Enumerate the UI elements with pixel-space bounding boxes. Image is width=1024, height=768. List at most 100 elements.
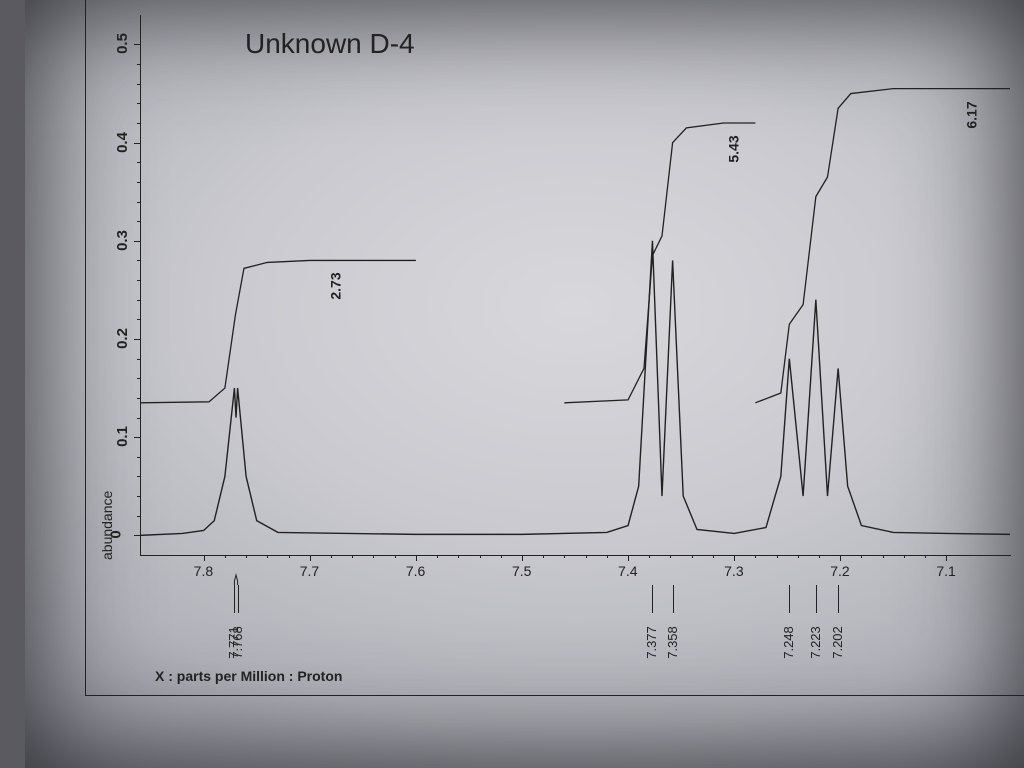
x-tick-label: 7.6 — [406, 563, 425, 579]
peak-pointer — [652, 585, 653, 613]
x-tick-minor — [246, 555, 247, 558]
x-tick — [522, 555, 523, 561]
integral-trace-1 — [564, 123, 755, 403]
y-tick-minor — [137, 162, 140, 163]
x-tick — [310, 555, 311, 561]
y-tick-label: 0 — [108, 531, 125, 539]
x-tick-minor — [437, 555, 438, 558]
y-tick-minor — [137, 123, 140, 124]
peak-label: 7.202 — [830, 626, 845, 659]
x-tick — [734, 555, 735, 561]
x-tick-minor — [373, 555, 374, 558]
integral-label: 5.43 — [725, 135, 741, 162]
spectrum-trace — [140, 241, 1010, 536]
x-tick — [204, 555, 205, 561]
peak-label: 7.768 — [229, 626, 244, 659]
x-tick-label: 7.2 — [830, 563, 849, 579]
y-tick-minor — [137, 516, 140, 517]
y-tick-label: 0.5 — [114, 34, 131, 55]
x-axis-label: X : parts per Million : Proton — [155, 668, 342, 684]
peak-label: 7.223 — [808, 626, 823, 659]
y-tick-minor — [137, 457, 140, 458]
y-tick-minor — [137, 182, 140, 183]
y-tick-minor — [137, 64, 140, 65]
y-tick-label: 0.1 — [114, 426, 131, 447]
x-tick-minor — [480, 555, 481, 558]
peak-pointer — [234, 585, 235, 613]
peak-pointer — [789, 585, 790, 613]
x-tick-minor — [755, 555, 756, 558]
x-tick-label: 7.3 — [724, 563, 743, 579]
y-tick-label: 0.4 — [114, 132, 131, 153]
x-tick-minor — [543, 555, 544, 558]
x-tick-minor — [713, 555, 714, 558]
y-tick-minor — [137, 476, 140, 477]
y-axis-label: abundance — [99, 491, 115, 560]
integral-trace-0 — [140, 260, 416, 402]
x-tick-minor — [352, 555, 353, 558]
x-tick-minor — [670, 555, 671, 558]
x-tick-label: 7.4 — [618, 563, 637, 579]
x-tick — [416, 555, 417, 561]
peak-label: 7.358 — [664, 626, 679, 659]
y-tick-minor — [137, 260, 140, 261]
peak-pointer — [238, 585, 239, 613]
peak-pointer — [673, 585, 674, 613]
x-tick-minor — [798, 555, 799, 558]
x-tick-minor — [501, 555, 502, 558]
y-tick-minor — [137, 300, 140, 301]
paper-sheet: Unknown D-4 abundance X : parts per Mill… — [25, 0, 1024, 768]
y-tick-minor — [137, 280, 140, 281]
y-tick-minor — [137, 418, 140, 419]
y-tick-minor — [137, 84, 140, 85]
x-tick-minor — [267, 555, 268, 558]
peak-pointer — [838, 585, 839, 613]
x-tick-minor — [607, 555, 608, 558]
y-tick-label: 0.2 — [114, 328, 131, 349]
y-tick — [134, 339, 140, 340]
spectrum-svg — [140, 15, 1010, 555]
x-tick-minor — [861, 555, 862, 558]
x-tick-minor — [883, 555, 884, 558]
y-tick-minor — [137, 319, 140, 320]
x-tick-minor — [819, 555, 820, 558]
integral-label: 2.73 — [327, 273, 343, 300]
x-tick-minor — [225, 555, 226, 558]
peak-label: 7.377 — [644, 626, 659, 659]
y-tick-minor — [137, 378, 140, 379]
x-tick-minor — [458, 555, 459, 558]
y-tick-minor — [137, 496, 140, 497]
x-tick-minor — [649, 555, 650, 558]
y-tick-minor — [137, 221, 140, 222]
x-tick-minor — [331, 555, 332, 558]
x-tick-minor — [904, 555, 905, 558]
x-tick-label: 7.8 — [194, 563, 213, 579]
y-tick-minor — [137, 359, 140, 360]
x-tick-minor — [692, 555, 693, 558]
y-tick — [134, 143, 140, 144]
x-tick-minor — [564, 555, 565, 558]
y-tick — [134, 44, 140, 45]
y-tick-minor — [137, 398, 140, 399]
peak-pointer — [816, 585, 817, 613]
y-tick-minor — [137, 202, 140, 203]
x-tick-label: 7.7 — [300, 563, 319, 579]
x-tick-label: 7.1 — [936, 563, 955, 579]
y-tick-minor — [137, 103, 140, 104]
x-tick — [628, 555, 629, 561]
y-tick — [134, 535, 140, 536]
integral-label: 6.17 — [964, 101, 980, 128]
x-tick-minor — [586, 555, 587, 558]
x-tick — [840, 555, 841, 561]
x-tick-minor — [777, 555, 778, 558]
y-tick — [134, 437, 140, 438]
y-tick-label: 0.3 — [114, 230, 131, 251]
x-tick-label: 7.5 — [512, 563, 531, 579]
x-tick-minor — [289, 555, 290, 558]
x-tick — [946, 555, 947, 561]
y-tick — [134, 241, 140, 242]
x-tick-minor — [925, 555, 926, 558]
peak-label: 7.248 — [781, 626, 796, 659]
x-tick-minor — [395, 555, 396, 558]
integral-trace-2 — [755, 89, 1010, 403]
